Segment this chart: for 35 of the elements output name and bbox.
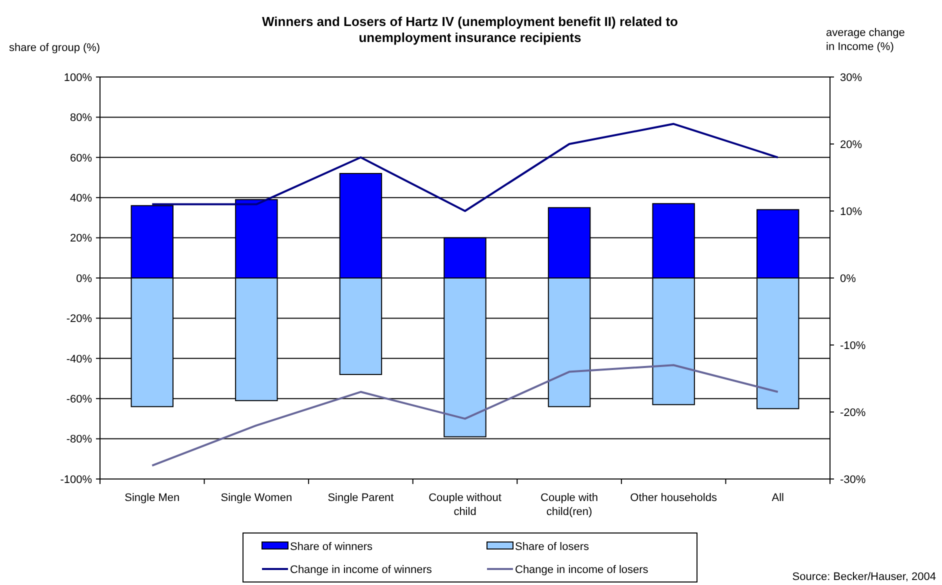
chart-title: Winners and Losers of Hartz IV (unemployment benefit II) related to unemployment insurance recipients — [262, 14, 678, 45]
y-tick-label: -20% — [66, 313, 92, 326]
y-tick-label: -40% — [66, 353, 92, 366]
y-tick-label: 20% — [70, 232, 92, 245]
y2-tick-label: -30% — [840, 474, 866, 486]
x-tick-label: All — [772, 492, 784, 504]
y2-tick-label: 30% — [840, 72, 862, 84]
legend-label: Change in income of winners — [290, 564, 432, 576]
y2-tick-label: 10% — [840, 206, 862, 218]
x-tick-label: Single Women — [220, 492, 292, 504]
x-tick-label: Couple with child(ren) — [540, 492, 598, 518]
y-tick-label: 80% — [70, 112, 92, 124]
y2-tick-label: -20% — [840, 406, 866, 419]
source-note: Source: Becker/Hauser, 2004 — [792, 571, 936, 583]
y-tick-label: -60% — [66, 393, 92, 406]
y-tick-label: 100% — [64, 72, 92, 84]
y-tick-label: -80% — [66, 434, 92, 446]
x-tick-label: Couple without child — [428, 492, 502, 518]
y2-tick-label: -10% — [840, 340, 866, 352]
y-tick-label: -100% — [60, 474, 92, 486]
x-tick-label: Single Parent — [328, 492, 394, 504]
y2-tick-label: 20% — [840, 138, 862, 151]
x-tick-label: Single Men — [124, 492, 180, 504]
y-tick-label: 0% — [76, 272, 92, 285]
y2-tick-label: 0% — [840, 272, 856, 285]
y-tick-label: 60% — [70, 152, 92, 164]
line-series — [151, 122, 779, 212]
y-tick-label: 40% — [70, 192, 92, 204]
legend-label: Change in income of losers — [515, 564, 649, 576]
legend-label: Share of losers — [515, 540, 590, 553]
x-tick-label: Other households — [630, 492, 718, 504]
y2-axis-title: average change in Income (%) — [826, 27, 905, 53]
legend-label: Share of winners — [290, 540, 374, 553]
y-axis-title: share of group (%) — [9, 42, 100, 54]
line-series — [151, 364, 779, 467]
